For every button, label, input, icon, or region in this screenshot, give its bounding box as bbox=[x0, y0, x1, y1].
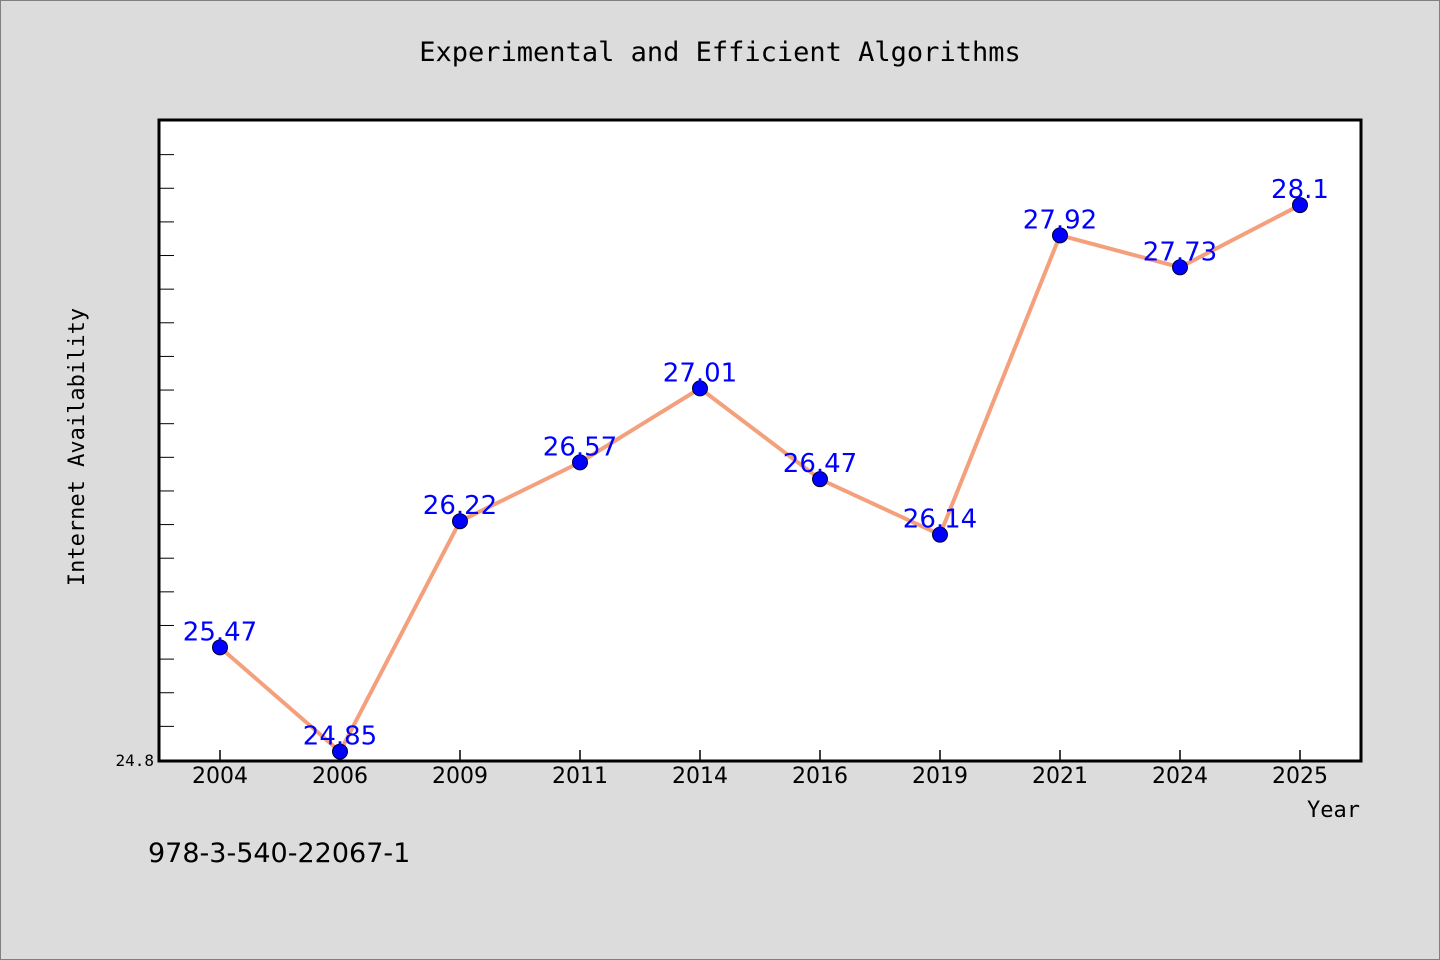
data-label: 27.73 bbox=[1143, 237, 1217, 267]
x-tick-label: 2009 bbox=[432, 764, 488, 789]
x-tick-label: 2014 bbox=[672, 764, 728, 789]
data-point bbox=[932, 526, 948, 543]
y-tick-labels: 24.8 bbox=[115, 751, 154, 770]
data-point bbox=[692, 380, 708, 397]
y-minor-ticks bbox=[160, 120, 174, 761]
x-tick-label: 2024 bbox=[1152, 764, 1208, 789]
y-tick-label: 24.8 bbox=[115, 751, 154, 770]
chart-title: Experimental and Efficient Algorithms bbox=[419, 37, 1020, 68]
x-tick-label: 2019 bbox=[912, 764, 968, 789]
series-line bbox=[218, 203, 1302, 754]
data-label: 26.47 bbox=[783, 449, 857, 479]
data-point bbox=[332, 743, 348, 760]
x-tick-label: 2006 bbox=[312, 764, 368, 789]
x-tick-label: 2025 bbox=[1272, 764, 1328, 789]
data-labels: 25.47 24.85 26.22 26.57 27.01 26.47 26.14 27.92… bbox=[183, 175, 1329, 752]
data-point bbox=[1292, 197, 1308, 214]
data-label: 26.57 bbox=[543, 432, 617, 462]
plot-area bbox=[157, 118, 1363, 763]
data-point bbox=[1172, 259, 1188, 276]
markers bbox=[212, 197, 1308, 760]
data-point bbox=[452, 513, 468, 530]
x-tick-label: 2021 bbox=[1032, 764, 1088, 789]
data-label: 27.92 bbox=[1023, 205, 1097, 235]
data-label: 26.14 bbox=[903, 505, 977, 535]
footnote: 978-3-540-22067-1 bbox=[148, 838, 410, 869]
y-axis-label: Internet Availability bbox=[65, 308, 90, 586]
data-point bbox=[572, 454, 588, 471]
data-point bbox=[212, 639, 228, 656]
data-point bbox=[812, 471, 828, 488]
data-label: 24.85 bbox=[303, 722, 377, 752]
data-label: 27.01 bbox=[663, 358, 737, 388]
x-tick-label: 2004 bbox=[192, 764, 248, 789]
data-label: 28.1 bbox=[1271, 175, 1329, 205]
data-point bbox=[1052, 227, 1068, 244]
x-tick-label: 2011 bbox=[552, 764, 608, 789]
data-label: 26.22 bbox=[423, 491, 497, 521]
x-tick-labels: 2004 2006 2009 2011 2014 2016 2019 2021 2024 2025 bbox=[192, 764, 1328, 789]
data-label: 25.47 bbox=[183, 617, 257, 647]
x-axis-label: Year bbox=[1307, 798, 1360, 823]
x-tick-label: 2016 bbox=[792, 764, 848, 789]
